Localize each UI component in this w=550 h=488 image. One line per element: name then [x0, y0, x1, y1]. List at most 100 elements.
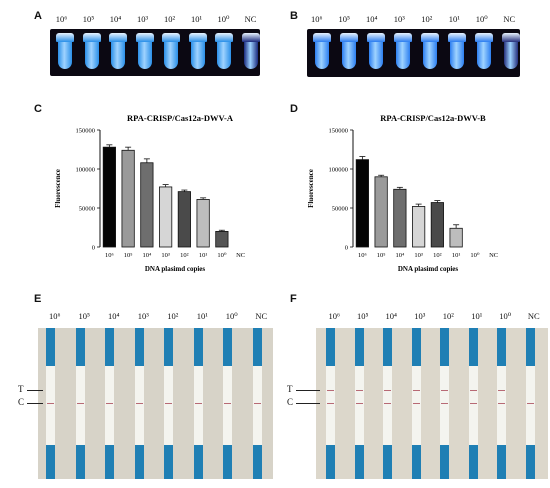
concentration-label: 10⁶ — [55, 14, 68, 24]
strip-handle — [105, 445, 114, 479]
strip-handle — [497, 445, 506, 479]
strip-handle — [326, 445, 335, 479]
tube-cap — [502, 33, 520, 42]
control-line — [135, 403, 143, 405]
test-strip — [134, 328, 144, 479]
reaction-tube — [162, 33, 180, 71]
test-strip — [164, 328, 173, 479]
control-line — [106, 403, 113, 405]
test-strip — [525, 328, 535, 479]
strip-membrane — [75, 366, 85, 445]
tube-cap — [215, 33, 233, 42]
y-tick-label: 50000 — [79, 206, 95, 213]
test-strip — [193, 328, 203, 479]
x-axis-label: DNA plasimd copies — [145, 265, 206, 273]
strip-handle — [46, 445, 55, 479]
concentration-label: 10⁴ — [109, 14, 122, 24]
strip-membrane — [105, 366, 114, 445]
test-line — [498, 390, 505, 392]
tube-cap — [475, 33, 493, 42]
t-line-pointer-e — [27, 390, 43, 391]
reaction-tube — [109, 33, 127, 71]
strip-membrane — [411, 366, 421, 445]
x-tick-label: 10³ — [414, 252, 423, 259]
x-tick-label: 10⁵ — [377, 252, 386, 259]
bar — [140, 162, 154, 248]
c-line-label-f: C — [287, 397, 294, 407]
concentration-label: 10⁰ — [499, 311, 512, 321]
concentration-row-f: 10⁶ 10⁵ 10⁴ 10³ 10² 10¹ 10⁰ NC — [320, 311, 548, 322]
strip-handle — [440, 445, 449, 479]
control-line — [498, 403, 505, 405]
tube-body — [190, 42, 205, 69]
control-line — [253, 403, 261, 405]
reaction-tube — [367, 33, 385, 71]
concentration-label: 10⁴ — [385, 311, 397, 321]
strip-handle — [75, 445, 85, 479]
x-tick-label: 10⁰ — [470, 252, 480, 259]
concentration-label: 10⁴ — [366, 14, 378, 24]
concentration-label: 10⁵ — [357, 311, 369, 321]
reaction-tube — [188, 33, 207, 71]
reaction-tube — [421, 33, 439, 71]
concentration-label: 10⁰ — [475, 14, 488, 24]
control-line — [165, 403, 172, 405]
concentration-label: 10¹ — [190, 14, 203, 24]
test-line — [355, 390, 363, 392]
tube-cap — [135, 33, 154, 42]
y-tick-label: 0 — [92, 245, 95, 252]
strip-handle — [164, 445, 173, 479]
test-line — [327, 390, 334, 392]
reaction-tube — [241, 33, 260, 71]
strip-handle — [134, 445, 144, 479]
concentration-label: NC — [503, 14, 516, 24]
test-strip — [354, 328, 364, 479]
panel-letter-b: B — [290, 10, 298, 22]
control-line — [224, 403, 231, 405]
strip-sample-pad — [497, 328, 506, 366]
tube-cap — [241, 33, 260, 42]
panel-letter-d: D — [290, 103, 298, 115]
x-tick-label: NC — [489, 252, 498, 259]
strip-handle — [354, 445, 364, 479]
x-axis-label: DNA plasimd copies — [398, 265, 459, 273]
tube-cap — [367, 33, 385, 42]
control-line — [194, 403, 202, 405]
concentration-label: 10² — [421, 14, 433, 24]
panel-letter-e: E — [34, 293, 42, 305]
tube-cap — [448, 33, 466, 42]
t-line-label-e: T — [18, 384, 24, 394]
tube-body — [477, 42, 491, 69]
bar — [102, 146, 116, 248]
concentration-label: 10² — [163, 14, 176, 24]
x-tick-label: 10⁵ — [124, 252, 133, 259]
x-tick-label: 10² — [180, 252, 189, 259]
strip-sample-pad — [105, 328, 114, 366]
tube-cap — [188, 33, 207, 42]
bar — [177, 191, 191, 248]
tube-cap — [340, 33, 358, 42]
strip-membrane — [525, 366, 535, 445]
x-tick-label: 10² — [433, 252, 442, 259]
strip-sample-pad — [383, 328, 392, 366]
reaction-tube — [502, 33, 520, 71]
bar — [449, 227, 463, 248]
x-tick-label: 10⁰ — [217, 252, 227, 259]
reaction-tube — [340, 33, 358, 71]
tube-cap — [162, 33, 180, 42]
c-line-label-e: C — [18, 397, 25, 407]
strip-sample-pad — [75, 328, 85, 366]
chart-title: RPA-CRISP/Cas12a-DWV-A — [127, 113, 234, 123]
y-axis-label: Fluorescence — [307, 169, 315, 208]
bar-chart-dwv-b: RPA-CRISP/Cas12a-DWV-B 0 50000 100000 150000… — [307, 113, 498, 273]
test-strip — [468, 328, 478, 479]
concentration-label: 10⁵ — [78, 311, 90, 321]
tube-cap — [56, 33, 74, 42]
tube-body — [217, 42, 231, 69]
strip-membrane — [326, 366, 335, 445]
x-tick-label: 10⁶ — [358, 252, 367, 259]
concentration-label: 10⁵ — [82, 14, 95, 24]
test-strip — [223, 328, 232, 479]
y-tick-label: 100000 — [76, 167, 96, 174]
concentration-label: NC — [244, 14, 257, 24]
